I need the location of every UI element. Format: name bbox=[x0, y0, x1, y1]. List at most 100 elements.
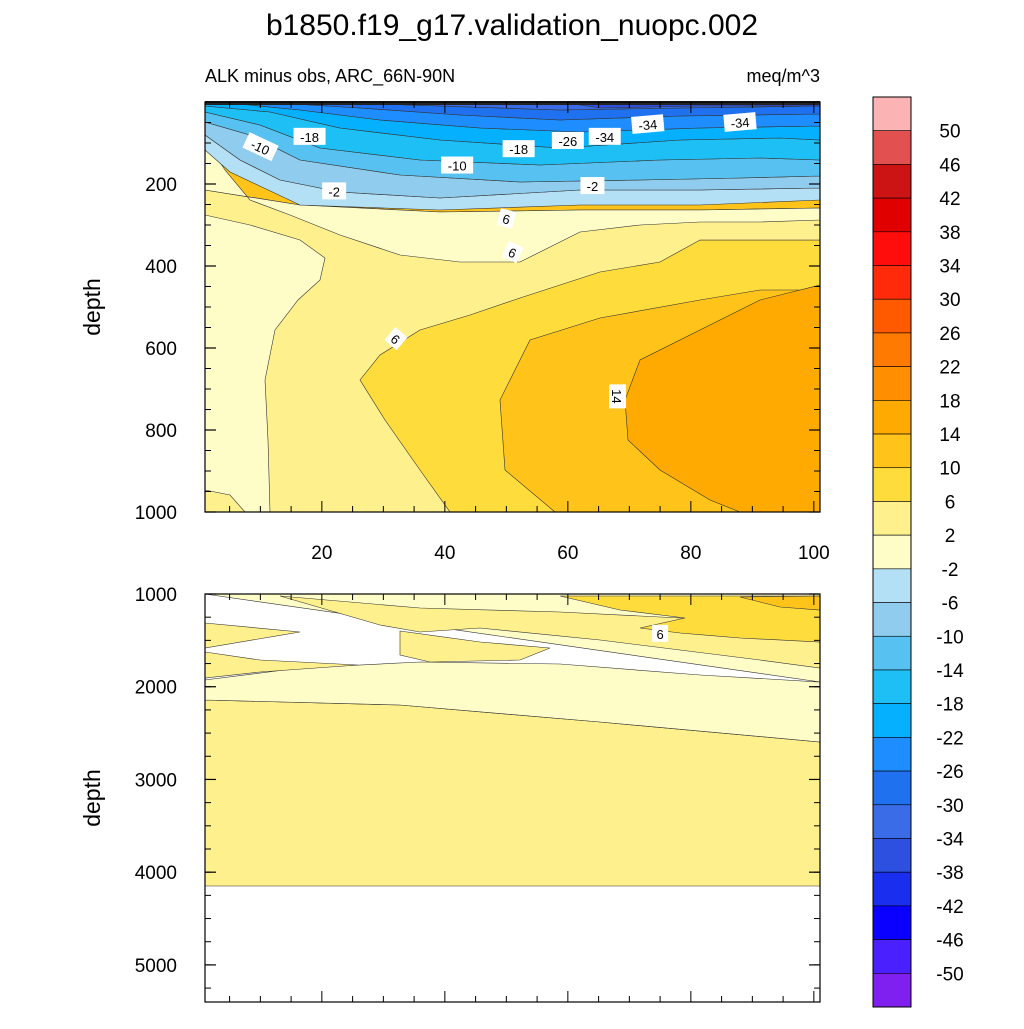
colorbar-label: -46 bbox=[936, 931, 963, 952]
colorbar-label: -10 bbox=[936, 627, 963, 648]
colorbar-swatch bbox=[872, 838, 912, 873]
contour-label-text: -2 bbox=[328, 184, 340, 199]
contour-label: 6 bbox=[501, 240, 524, 264]
lower-band-2-6-upper bbox=[204, 595, 821, 679]
lower-panel: 1000 2000 3000 4000 5000 6 depth bbox=[79, 585, 821, 1003]
colorbar-swatch bbox=[872, 770, 912, 806]
colorbar-swatch bbox=[872, 602, 912, 637]
colorbar-label: 22 bbox=[939, 358, 960, 379]
colorbar-label: 6 bbox=[945, 492, 956, 513]
colorbar-swatch bbox=[872, 703, 912, 738]
y-tick-label: 1000 bbox=[135, 585, 177, 606]
colorbar-label: 26 bbox=[939, 324, 960, 345]
colorbar-label: -22 bbox=[936, 728, 963, 749]
colorbar-swatch bbox=[872, 265, 912, 300]
x-tick-label: 100 bbox=[798, 543, 830, 564]
lower-y-axis: 1000 2000 3000 4000 5000 bbox=[135, 585, 820, 989]
colorbar-label: 34 bbox=[939, 257, 961, 278]
y-tick-label: 1000 bbox=[135, 503, 177, 524]
upper-y-axis: 200 400 600 800 1000 bbox=[135, 101, 820, 524]
colorbar-swatch bbox=[872, 332, 912, 367]
upper-panel: 200 400 600 800 1000 20 40 60 80 100 -10 -18 -10 -1… bbox=[79, 101, 830, 564]
upper-contour-fills bbox=[204, 101, 821, 513]
colorbar-label: -2 bbox=[942, 560, 959, 581]
contour-label-bg bbox=[322, 182, 347, 200]
contour-label-text: -34 bbox=[638, 117, 658, 134]
colorbar-swatch bbox=[872, 433, 912, 469]
contour-label: -34 bbox=[631, 114, 665, 134]
colorbar: 50 46 42 38 34 30 26 22 18 14 10 6 2 -2 -6 -10 -14 -18 -22… bbox=[872, 96, 964, 1008]
colorbar-label: 42 bbox=[939, 189, 960, 210]
colorbar-label: 18 bbox=[939, 391, 960, 412]
contour-label: -26 bbox=[551, 131, 584, 149]
lower-x-axis bbox=[229, 594, 815, 1002]
contour-label-bg bbox=[652, 624, 669, 642]
colorbar-swatch bbox=[872, 164, 912, 199]
contour-label-text: -18 bbox=[509, 142, 528, 157]
colorbar-swatch bbox=[872, 972, 912, 1008]
colorbar-label: -30 bbox=[936, 796, 963, 817]
y-tick-label: 3000 bbox=[135, 770, 177, 791]
contour-label-text: -26 bbox=[558, 134, 577, 149]
colorbar-label: 2 bbox=[945, 526, 956, 547]
colorbar-swatch bbox=[872, 501, 912, 536]
colorbar-swatch bbox=[872, 197, 912, 233]
x-tick-label: 20 bbox=[311, 543, 332, 564]
contour-label-bg bbox=[242, 132, 279, 162]
contour-label: -2 bbox=[580, 177, 605, 195]
contour-label-text: -34 bbox=[730, 115, 750, 132]
contour-label-bg bbox=[723, 112, 757, 132]
contour-label-text: 14 bbox=[609, 389, 624, 403]
colorbar-label: -14 bbox=[936, 661, 964, 682]
contour-label: -18 bbox=[293, 127, 326, 145]
colorbar-swatch bbox=[872, 871, 912, 907]
contour-label: -10 bbox=[242, 132, 279, 162]
colorbar-swatch bbox=[872, 534, 912, 570]
colorbar-swatch bbox=[872, 130, 912, 165]
colorbar-swatch bbox=[872, 400, 912, 435]
contour-label: 6 bbox=[652, 624, 669, 642]
colorbar-label: 46 bbox=[939, 155, 960, 176]
contour-label-text: -18 bbox=[300, 130, 319, 145]
colorbar-label: 50 bbox=[939, 122, 960, 143]
contour-label-text: -10 bbox=[248, 137, 271, 159]
contour-label: -34 bbox=[588, 127, 621, 145]
y-tick-label: 5000 bbox=[135, 956, 177, 977]
colorbar-label: -6 bbox=[942, 594, 959, 615]
colorbar-label: -42 bbox=[936, 897, 963, 918]
contour-label-bg bbox=[588, 127, 621, 145]
upper-y-axis-label: depth bbox=[79, 278, 105, 336]
chart-subtitle-right: meq/m^3 bbox=[747, 66, 820, 86]
colorbar-swatch bbox=[872, 939, 912, 974]
contour-label-bg bbox=[609, 384, 627, 409]
upper-x-axis: 20 40 60 80 100 bbox=[229, 102, 830, 564]
contour-label: -18 bbox=[502, 140, 535, 158]
x-tick-label: 40 bbox=[434, 543, 455, 564]
contour-label: 6 bbox=[384, 326, 408, 351]
contour-label-text: -10 bbox=[448, 159, 467, 174]
colorbar-swatch bbox=[872, 804, 912, 839]
contour-label-text: -34 bbox=[595, 130, 614, 145]
y-tick-label: 200 bbox=[145, 175, 177, 196]
colorbar-label: 14 bbox=[939, 425, 961, 446]
contour-label-text: 6 bbox=[501, 211, 512, 227]
x-tick-label: 80 bbox=[680, 543, 701, 564]
contour-label-text: 6 bbox=[656, 627, 663, 642]
y-tick-label: 600 bbox=[145, 339, 177, 360]
y-tick-label: 800 bbox=[145, 421, 177, 442]
contour-label: 14 bbox=[609, 384, 627, 409]
contour-label-bg bbox=[631, 114, 665, 134]
colorbar-label: 10 bbox=[939, 459, 960, 480]
y-tick-label: 400 bbox=[145, 257, 177, 278]
y-tick-label: 2000 bbox=[135, 678, 177, 699]
colorbar-swatch bbox=[872, 96, 912, 132]
colorbar-swatch bbox=[872, 905, 912, 940]
contour-label-bg bbox=[441, 156, 474, 174]
colorbar-swatch bbox=[872, 568, 912, 603]
colorbar-label: -26 bbox=[936, 762, 963, 783]
colorbar-swatch bbox=[872, 669, 912, 704]
lower-contour-labels: 6 bbox=[652, 624, 669, 642]
chart-title: b1850.f19_g17.validation_nuopc.002 bbox=[266, 9, 758, 42]
colorbar-swatch bbox=[872, 298, 912, 334]
